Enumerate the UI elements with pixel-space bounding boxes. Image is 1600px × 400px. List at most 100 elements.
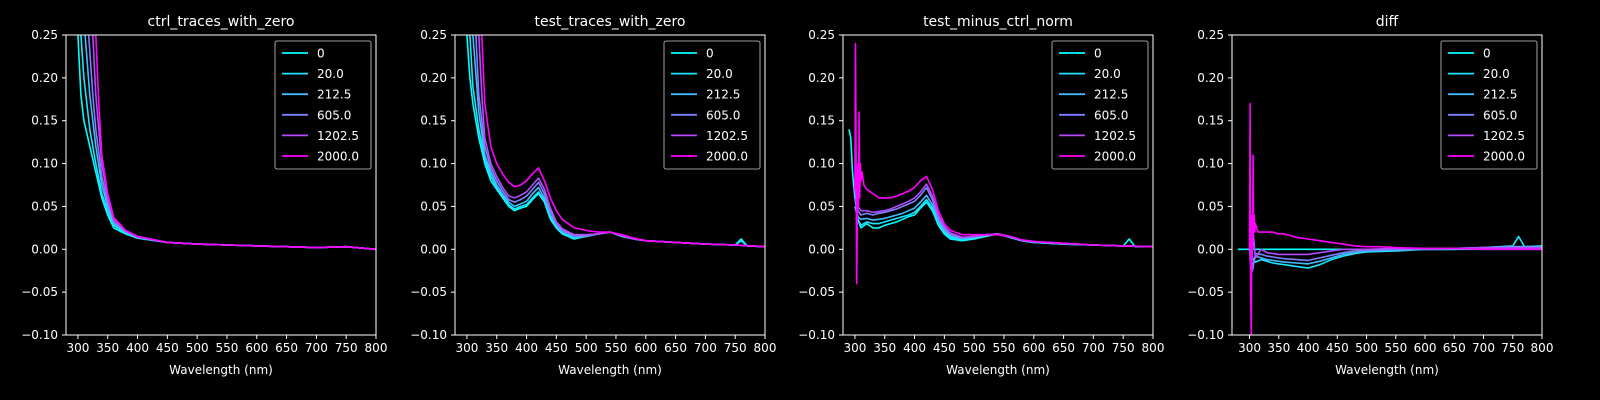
series-line-2000.0 <box>95 35 376 251</box>
y-tick-label: −0.10 <box>1187 328 1224 342</box>
x-tick-label: 550 <box>1384 341 1407 355</box>
y-tick-label: 0.05 <box>420 199 447 213</box>
y-tick-label: −0.05 <box>21 285 58 299</box>
y-tick-label: −0.10 <box>410 328 447 342</box>
x-tick-label: 500 <box>963 341 986 355</box>
legend-label: 1202.5 <box>1483 129 1525 143</box>
x-tick-label: 700 <box>694 341 717 355</box>
x-tick-label: 450 <box>1326 341 1349 355</box>
legend: 0 20.0 212.5 605.0 1202.5 2000.0 <box>274 40 372 170</box>
y-tick-label: 0.00 <box>1197 242 1224 256</box>
legend-label: 1202.5 <box>706 129 748 143</box>
series-group <box>77 35 376 251</box>
legend-label: 0 <box>706 47 714 61</box>
x-tick-label: 550 <box>993 341 1016 355</box>
legend-label: 2000.0 <box>1483 150 1525 164</box>
x-tick-label: 650 <box>275 341 298 355</box>
series-group <box>848 42 1153 285</box>
x-tick-label: 450 <box>933 341 956 355</box>
legend-label: 20.0 <box>1094 67 1121 81</box>
legend-label: 212.5 <box>1094 88 1128 102</box>
x-tick-label: 350 <box>873 341 896 355</box>
y-tick-label: 0.10 <box>420 157 447 171</box>
y-tick-label: 0.05 <box>1197 199 1224 213</box>
x-tick-label: 350 <box>485 341 508 355</box>
y-tick-label: 0.10 <box>31 157 58 171</box>
y-tick-label: −0.10 <box>798 328 835 342</box>
y-tick-label: −0.05 <box>410 285 447 299</box>
y-tick-label: 0.25 <box>1197 28 1224 42</box>
x-tick-label: 800 <box>365 341 388 355</box>
y-tick-label: 0.20 <box>1197 71 1224 85</box>
chart-2: test_traces_with_zero 300 350 400 450 500 550 6… <box>410 14 776 377</box>
chart-3: test_minus_ctrl_norm 300 350 400 450 500 550 60… <box>798 14 1164 377</box>
y-tick-label: 0.15 <box>1197 114 1224 128</box>
x-tick-label: 350 <box>96 341 119 355</box>
legend-label: 0 <box>317 47 325 61</box>
y-tick-label: 0.00 <box>808 242 835 256</box>
legend-label: 212.5 <box>317 88 351 102</box>
x-tick-label: 750 <box>1501 341 1524 355</box>
x-tick-label: 400 <box>126 341 149 355</box>
legend-label: 20.0 <box>317 67 344 81</box>
legend-label: 2000.0 <box>706 150 748 164</box>
x-tick-label: 650 <box>664 341 687 355</box>
y-tick-label: 0.00 <box>31 242 58 256</box>
x-tick-label: 500 <box>186 341 209 355</box>
legend-label: 605.0 <box>1483 108 1517 122</box>
x-tick-label: 700 <box>1082 341 1105 355</box>
y-tick-label: 0.15 <box>420 114 447 128</box>
legend-label: 0 <box>1094 47 1102 61</box>
chart-title: test_traces_with_zero <box>535 14 686 30</box>
x-tick-label: 700 <box>1472 341 1495 355</box>
x-tick-label: 300 <box>843 341 866 355</box>
series-line-2000.0 <box>1248 102 1542 335</box>
x-tick-label: 700 <box>305 341 328 355</box>
x-axis-label: Wavelength (nm) <box>946 363 1050 377</box>
legend: 0 20.0 212.5 605.0 1202.5 2000.0 <box>1051 40 1149 170</box>
y-tick-label: 0.25 <box>31 28 58 42</box>
x-tick-label: 400 <box>903 341 926 355</box>
x-tick-label: 300 <box>66 341 89 355</box>
x-tick-label: 650 <box>1443 341 1466 355</box>
y-tick-label: 0.25 <box>420 28 447 42</box>
axes-frame <box>454 34 766 336</box>
legend-label: 605.0 <box>317 108 351 122</box>
legend-label: 20.0 <box>706 67 733 81</box>
x-tick-label: 750 <box>724 341 747 355</box>
legend-label: 2000.0 <box>1094 150 1136 164</box>
x-tick-label: 750 <box>1112 341 1135 355</box>
legend-label: 212.5 <box>706 88 740 102</box>
x-tick-label: 600 <box>1022 341 1045 355</box>
legend-label: 2000.0 <box>317 150 359 164</box>
y-tick-label: 0.20 <box>31 71 58 85</box>
legend: 0 20.0 212.5 605.0 1202.5 2000.0 <box>1440 40 1538 170</box>
legend-label: 20.0 <box>1483 67 1510 81</box>
series-line-2000.0 <box>481 35 765 248</box>
x-tick-label: 800 <box>1142 341 1165 355</box>
y-tick-label: 0.05 <box>31 199 58 213</box>
legend-label: 1202.5 <box>1094 129 1136 143</box>
legend-label: 605.0 <box>706 108 740 122</box>
x-tick-label: 800 <box>1531 341 1554 355</box>
chart-title: test_minus_ctrl_norm <box>923 14 1073 30</box>
y-tick-label: −0.05 <box>798 285 835 299</box>
y-tick-label: 0.15 <box>31 114 58 128</box>
x-axis-label: Wavelength (nm) <box>558 363 662 377</box>
y-tick-label: 0.10 <box>1197 157 1224 171</box>
x-tick-label: 500 <box>575 341 598 355</box>
x-axis-label: Wavelength (nm) <box>169 363 273 377</box>
series-group <box>466 35 765 248</box>
y-tick-label: −0.05 <box>1187 285 1224 299</box>
x-tick-label: 450 <box>545 341 568 355</box>
y-tick-label: −0.10 <box>21 328 58 342</box>
x-tick-label: 350 <box>1267 341 1290 355</box>
x-tick-label: 650 <box>1052 341 1075 355</box>
x-tick-label: 600 <box>245 341 268 355</box>
axes-frame <box>65 34 377 336</box>
x-tick-label: 300 <box>455 341 478 355</box>
x-tick-label: 400 <box>1297 341 1320 355</box>
series-group <box>1237 102 1542 335</box>
